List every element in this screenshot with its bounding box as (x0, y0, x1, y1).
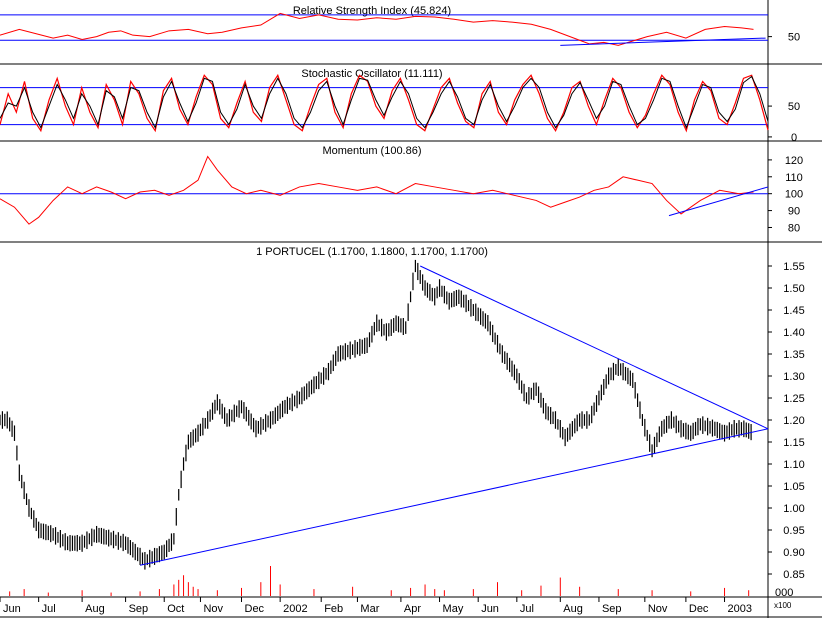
price-trendline (420, 265, 769, 430)
price-tick-label: 1.30 (783, 371, 804, 383)
momentum-tick-label: 100 (785, 189, 803, 201)
momentum-trendline (668, 186, 769, 217)
x-tick-label: Oct (167, 603, 184, 615)
price-tick-label: 0.95 (783, 525, 804, 537)
stochastic-tick-label: 50 (788, 101, 800, 113)
price-tick-label: 0.85 (783, 569, 804, 581)
price-title: 1 PORTUCEL (1.1700, 1.1800, 1.1700, 1.17… (256, 246, 488, 258)
trendlines (139, 37, 769, 566)
stochastic-tick-label: 0 (791, 132, 797, 144)
price-tick-label: 1.20 (783, 415, 804, 427)
x-tick-label: Jul (520, 603, 534, 615)
stochastic-line (0, 73, 769, 133)
rsi-trendline (560, 37, 766, 46)
x-tick-label: Nov (203, 603, 223, 615)
momentum-line (0, 155, 754, 225)
x-tick-label: Nov (648, 603, 668, 615)
momentum-tick-label: 120 (785, 155, 803, 167)
x-tick-label: May (443, 603, 464, 615)
momentum-tick-label: 90 (788, 206, 800, 218)
stochastic-line (0, 75, 769, 130)
x-tick-label: 2002 (283, 603, 307, 615)
x-tick-label: Aug (563, 603, 583, 615)
x-tick-label: Mar (360, 603, 379, 615)
rsi-tick-label: 50 (788, 32, 800, 44)
x-tick-label: Sep (602, 603, 622, 615)
price-tick-label: 1.00 (783, 503, 804, 515)
x-tick-label: Jul (42, 603, 56, 615)
volume-tick-label: 000 (775, 587, 793, 599)
x-axis: Jun Jul Aug Sep Oct Nov Dec 2002 Feb Mar Apr May Jun… (0, 597, 752, 615)
price-bars (0, 259, 752, 570)
price-tick-label: 1.25 (783, 393, 804, 405)
momentum-tick-label: 80 (788, 222, 800, 234)
volume-unit-label: x100 (774, 601, 792, 610)
volume-bars (9, 566, 750, 596)
x-tick-label: Jun (481, 603, 499, 615)
price-tick-label: 1.35 (783, 349, 804, 361)
x-tick-label: Aug (85, 603, 105, 615)
x-tick-label: Dec (689, 603, 709, 615)
momentum-title: Momentum (100.86) (322, 145, 421, 157)
stochastic-title: Stochastic Oscillator (11.111) (301, 68, 442, 80)
x-tick-label: Apr (404, 603, 421, 615)
price-tick-label: 1.15 (783, 437, 804, 449)
series-lines (0, 12, 769, 225)
x-tick-label: Dec (245, 603, 265, 615)
price-tick-label: 1.50 (783, 283, 804, 295)
rsi-line (0, 12, 754, 46)
y-axis-ticks: 50 0 50 80 90 100 110 120 0.85 0.90 0.95 1.00 1.05 1.… (768, 32, 805, 581)
price-tick-label: 1.05 (783, 481, 804, 493)
price-tick-label: 0.90 (783, 547, 804, 559)
rsi-title: Relative Strength Index (45.824) (293, 5, 451, 17)
price-tick-label: 1.45 (783, 305, 804, 317)
momentum-tick-label: 110 (785, 172, 803, 184)
price-tick-label: 1.40 (783, 327, 804, 339)
x-tick-label: Jun (3, 603, 21, 615)
price-trendline (139, 428, 769, 566)
x-tick-label: 2003 (728, 603, 752, 615)
price-tick-label: 1.10 (783, 459, 804, 471)
price-tick-label: 1.55 (783, 261, 804, 273)
x-tick-label: Sep (129, 603, 149, 615)
x-tick-label: Feb (324, 603, 343, 615)
